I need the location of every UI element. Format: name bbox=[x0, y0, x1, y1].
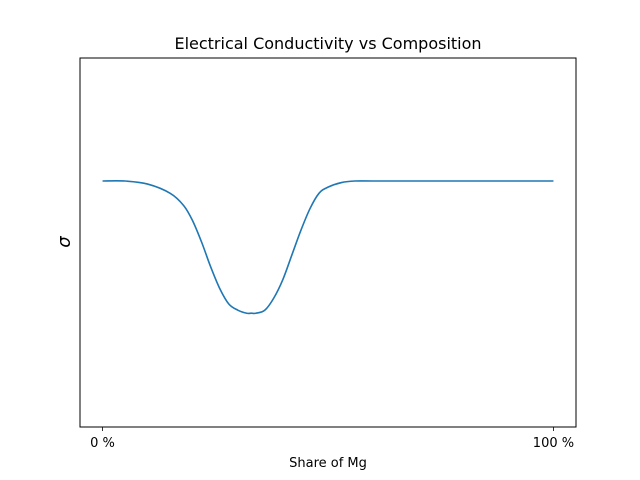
plot-area bbox=[102, 179, 554, 315]
x-axis-ticks: 0 % 100 % bbox=[90, 427, 574, 451]
chart-title: Electrical Conductivity vs Composition bbox=[174, 34, 481, 53]
x-axis-label: Share of Mg bbox=[289, 456, 367, 471]
series-line-0 bbox=[102, 179, 554, 315]
x-tick-label-0: 0 % bbox=[90, 436, 115, 451]
plot-frame bbox=[79, 57, 577, 428]
y-axis-label: σ bbox=[54, 236, 75, 248]
x-tick-label-1: 100 % bbox=[533, 436, 574, 451]
